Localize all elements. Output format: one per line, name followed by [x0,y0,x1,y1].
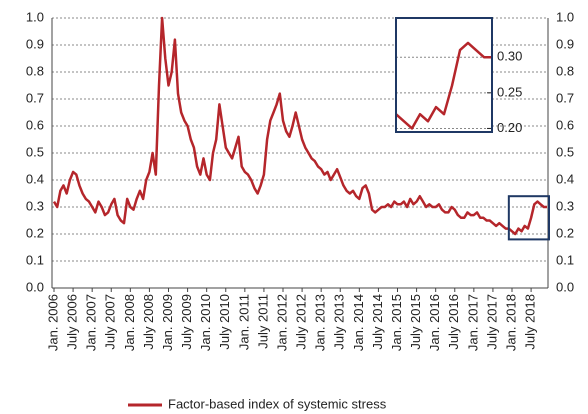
x-tick-label: Jan. 2013 [313,294,328,351]
y2-tick-label: 0.1 [556,252,574,267]
x-tick-label: July 2012 [294,294,309,350]
x-tick-label: July 2014 [370,294,385,350]
inset-tick-label: 0.25 [497,84,522,99]
series-line [396,41,492,130]
x-tick-label: Jan. 2016 [427,294,442,351]
x-tick-label: July 2013 [332,294,347,350]
x-tick-label: July 2011 [255,294,270,349]
y2-tick-label: 0.7 [556,90,574,105]
x-tick-label: Jan. 2006 [45,294,60,351]
x-tick-label: Jan. 2017 [465,294,480,351]
y2-tick-label: 0.2 [556,225,574,240]
x-tick-label: Jan. 2008 [122,294,137,351]
y2-tick-label: 1.0 [556,9,574,24]
x-tick-label: July 2018 [523,294,538,350]
x-tick-label: Jan. 2009 [160,294,175,351]
x-tick-label: Jan. 2010 [198,294,213,351]
inset-tick-label: 0.20 [497,120,522,135]
y2-tick-label: 0.0 [556,279,574,294]
y2-tick-label: 0.9 [556,36,574,51]
y2-tick-label: 0.5 [556,144,574,159]
y-tick-label: 0.6 [26,117,44,132]
x-tick-label: July 2008 [141,294,156,350]
x-tick-label: Jan. 2012 [274,294,289,351]
x-tick-label: Jan. 2007 [84,294,99,351]
x-tick-label: July 2010 [217,294,232,350]
y-tick-label: 0.8 [26,63,44,78]
inset-frame [395,17,493,133]
inset-plot [396,41,492,130]
x-tick-label: July 2015 [408,294,423,350]
y-tick-label: 0.5 [26,144,44,159]
y2-tick-label: 0.4 [556,171,574,186]
x-tick-label: Jan. 2011 [236,294,251,350]
y-tick-label: 0.0 [26,279,44,294]
x-tick-label: Jan. 2018 [503,294,518,351]
highlight-box [507,195,550,241]
y-tick-label: 0.4 [26,171,44,186]
y-tick-label: 0.9 [26,36,44,51]
y-tick-label: 1.0 [26,9,44,24]
y2-tick-label: 0.3 [556,198,574,213]
x-tick-label: Jan. 2015 [389,294,404,351]
x-tick-label: Jan. 2014 [351,294,366,351]
y-tick-label: 0.2 [26,225,44,240]
y2-tick-label: 0.6 [556,117,574,132]
x-tick-label: July 2009 [179,294,194,350]
x-tick-label: July 2007 [103,294,118,350]
y-tick-label: 0.7 [26,90,44,105]
inset-tick-label: 0.30 [497,49,522,64]
legend-label: Factor-based index of systemic stress [168,396,387,411]
x-tick-label: July 2006 [65,294,80,350]
y2-tick-label: 0.8 [556,63,574,78]
y-tick-label: 0.3 [26,198,44,213]
x-tick-label: July 2017 [484,294,499,350]
x-tick-label: July 2016 [446,294,461,350]
series-line [52,16,547,236]
y-tick-label: 0.1 [26,252,44,267]
